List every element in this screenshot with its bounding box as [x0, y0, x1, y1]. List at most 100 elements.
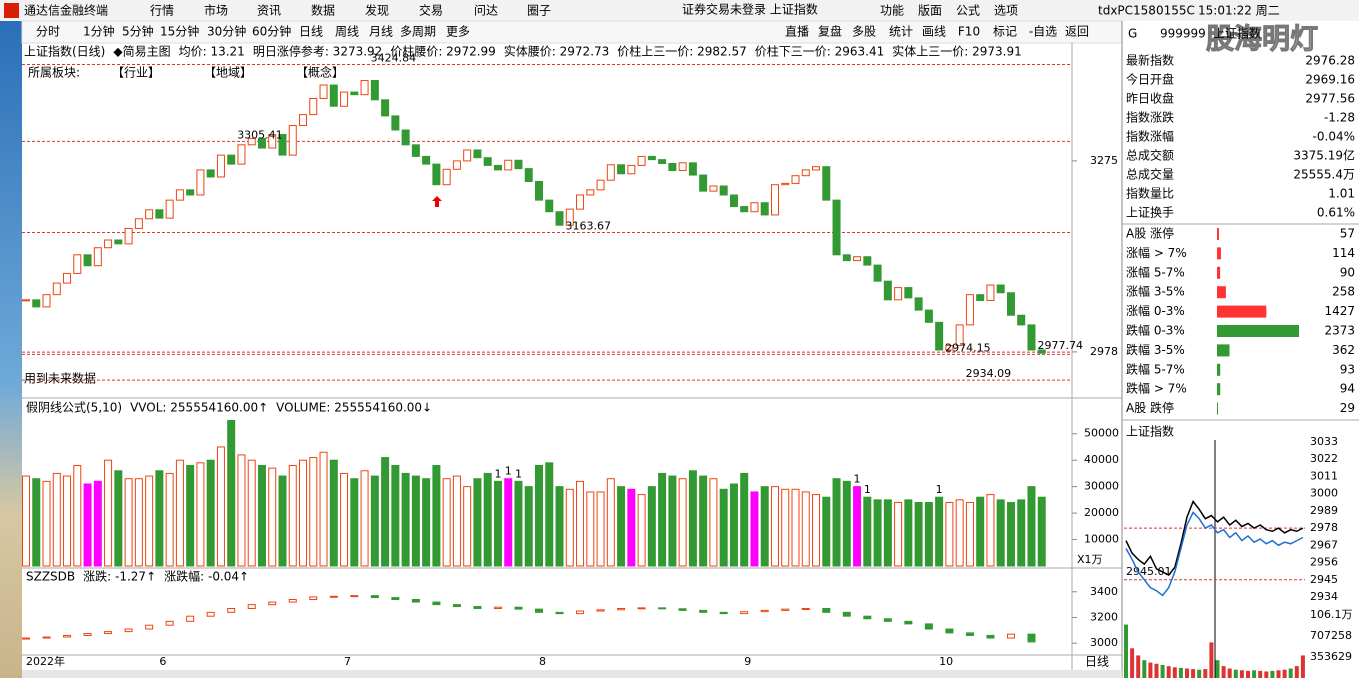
intraday-volume	[1148, 662, 1153, 678]
price-annotation: 3163.67	[566, 220, 612, 233]
index-candle	[801, 607, 810, 610]
period-button[interactable]: 周线	[335, 25, 359, 39]
volume-bar	[257, 464, 266, 567]
tool-button[interactable]: 画线	[922, 25, 946, 39]
candle	[627, 164, 636, 175]
menu-item[interactable]: 版面	[918, 4, 942, 18]
period-button[interactable]: 多周期	[400, 25, 436, 39]
tool-button[interactable]: 多股	[852, 25, 876, 39]
tool-button[interactable]: 直播	[785, 25, 809, 39]
tool-button[interactable]: F10	[958, 25, 980, 39]
volume-bar	[42, 480, 51, 567]
intraday-volume	[1264, 671, 1269, 678]
volume-bar	[586, 491, 595, 567]
period-button[interactable]: 分时	[36, 25, 60, 39]
intraday-volume	[1136, 655, 1141, 678]
menu-item[interactable]: 资讯	[257, 4, 281, 18]
volume-bar	[247, 459, 256, 567]
quote-label: 指数涨跌	[1126, 110, 1174, 125]
candle	[853, 256, 862, 262]
menu-item[interactable]: 行情	[150, 4, 174, 18]
y-tick-label: 3022	[1310, 452, 1338, 465]
menu-item[interactable]: 公式	[956, 4, 980, 18]
candle	[483, 157, 492, 166]
tool-button[interactable]: 复盘	[818, 24, 842, 39]
period-button[interactable]: 5分钟	[122, 24, 154, 39]
tool-button[interactable]: 统计	[889, 25, 913, 39]
breadth-bar	[1217, 305, 1267, 318]
menu-item[interactable]: 圈子	[527, 4, 551, 18]
candle	[729, 194, 738, 208]
candle	[360, 80, 369, 96]
indicator-value: ◆简易主图	[113, 45, 170, 59]
candle	[452, 160, 461, 170]
intraday-volume	[1191, 669, 1196, 678]
intraday-line	[1125, 511, 1304, 597]
tool-button[interactable]: 标记	[993, 25, 1017, 39]
candle	[955, 324, 964, 346]
period-button[interactable]: 1分钟	[83, 24, 115, 39]
index-candle	[165, 620, 174, 626]
period-button[interactable]: 15分钟	[160, 24, 199, 39]
quote-value: -1.28	[1324, 111, 1355, 125]
breadth-value: 93	[1340, 362, 1355, 376]
quote-value: 2977.56	[1305, 92, 1355, 106]
intraday-volume	[1215, 660, 1220, 678]
menu-item[interactable]: 发现	[365, 3, 389, 18]
menu-item[interactable]: 选项	[994, 4, 1018, 18]
volume-flag: 1	[505, 465, 512, 478]
menu-item[interactable]: 市场	[204, 3, 228, 18]
breadth-bar	[1217, 383, 1221, 396]
candle	[545, 199, 554, 213]
y-tick-label: 2934	[1310, 590, 1338, 603]
index-candle	[637, 607, 646, 610]
menu-item[interactable]: 功能	[880, 4, 904, 18]
menu-item[interactable]: 问达	[474, 4, 498, 18]
index-candle	[350, 595, 359, 598]
volume-flag: 1	[936, 483, 943, 496]
tool-button[interactable]: -自选	[1029, 25, 1057, 39]
volume-bar	[576, 480, 585, 567]
volume-bar	[750, 491, 759, 567]
candle	[237, 144, 246, 165]
period-button[interactable]: 月线	[369, 25, 393, 39]
candle	[340, 91, 349, 107]
y-tick-label: 2989	[1310, 504, 1338, 517]
price-annotation: 3305.41	[237, 128, 283, 141]
tool-button[interactable]: 返回	[1065, 25, 1089, 39]
index-candle	[473, 606, 482, 609]
quote-value: 1.01	[1328, 187, 1355, 201]
candle	[411, 144, 420, 157]
breadth-label: 跌幅 3-5%	[1126, 342, 1185, 357]
candle	[268, 134, 277, 149]
index-candle	[535, 608, 543, 613]
period-button[interactable]: 30分钟	[207, 24, 246, 39]
volume-bar	[1017, 499, 1026, 567]
index-candle	[596, 609, 605, 612]
period-button[interactable]: 60分钟	[252, 24, 291, 39]
volume-bar	[134, 478, 143, 567]
menu-item[interactable]: 数据	[311, 3, 335, 18]
menu-item[interactable]: 交易	[419, 3, 443, 18]
candle	[965, 294, 974, 326]
index-candle	[904, 620, 913, 625]
volume-bar	[873, 499, 882, 567]
breadth-value: 29	[1340, 401, 1355, 415]
volume-bar	[391, 464, 400, 567]
volume-bar	[175, 459, 184, 567]
volume-bar	[883, 499, 892, 567]
y-tick-label: 20000	[1084, 506, 1119, 519]
candle	[832, 199, 841, 256]
volume-bar	[83, 483, 92, 567]
index-candle	[1006, 633, 1015, 639]
breadth-value: 90	[1340, 265, 1355, 279]
candle	[52, 282, 61, 296]
index-candle	[678, 608, 687, 611]
y-tick-label: 3011	[1310, 469, 1338, 482]
mini-title: 上证指数	[1126, 424, 1174, 439]
period-button[interactable]: 更多	[446, 25, 470, 39]
clock: 15:01:22 周二	[1198, 4, 1280, 18]
index-candle	[514, 606, 523, 610]
candle	[381, 99, 390, 117]
period-button[interactable]: 日线	[299, 25, 323, 39]
